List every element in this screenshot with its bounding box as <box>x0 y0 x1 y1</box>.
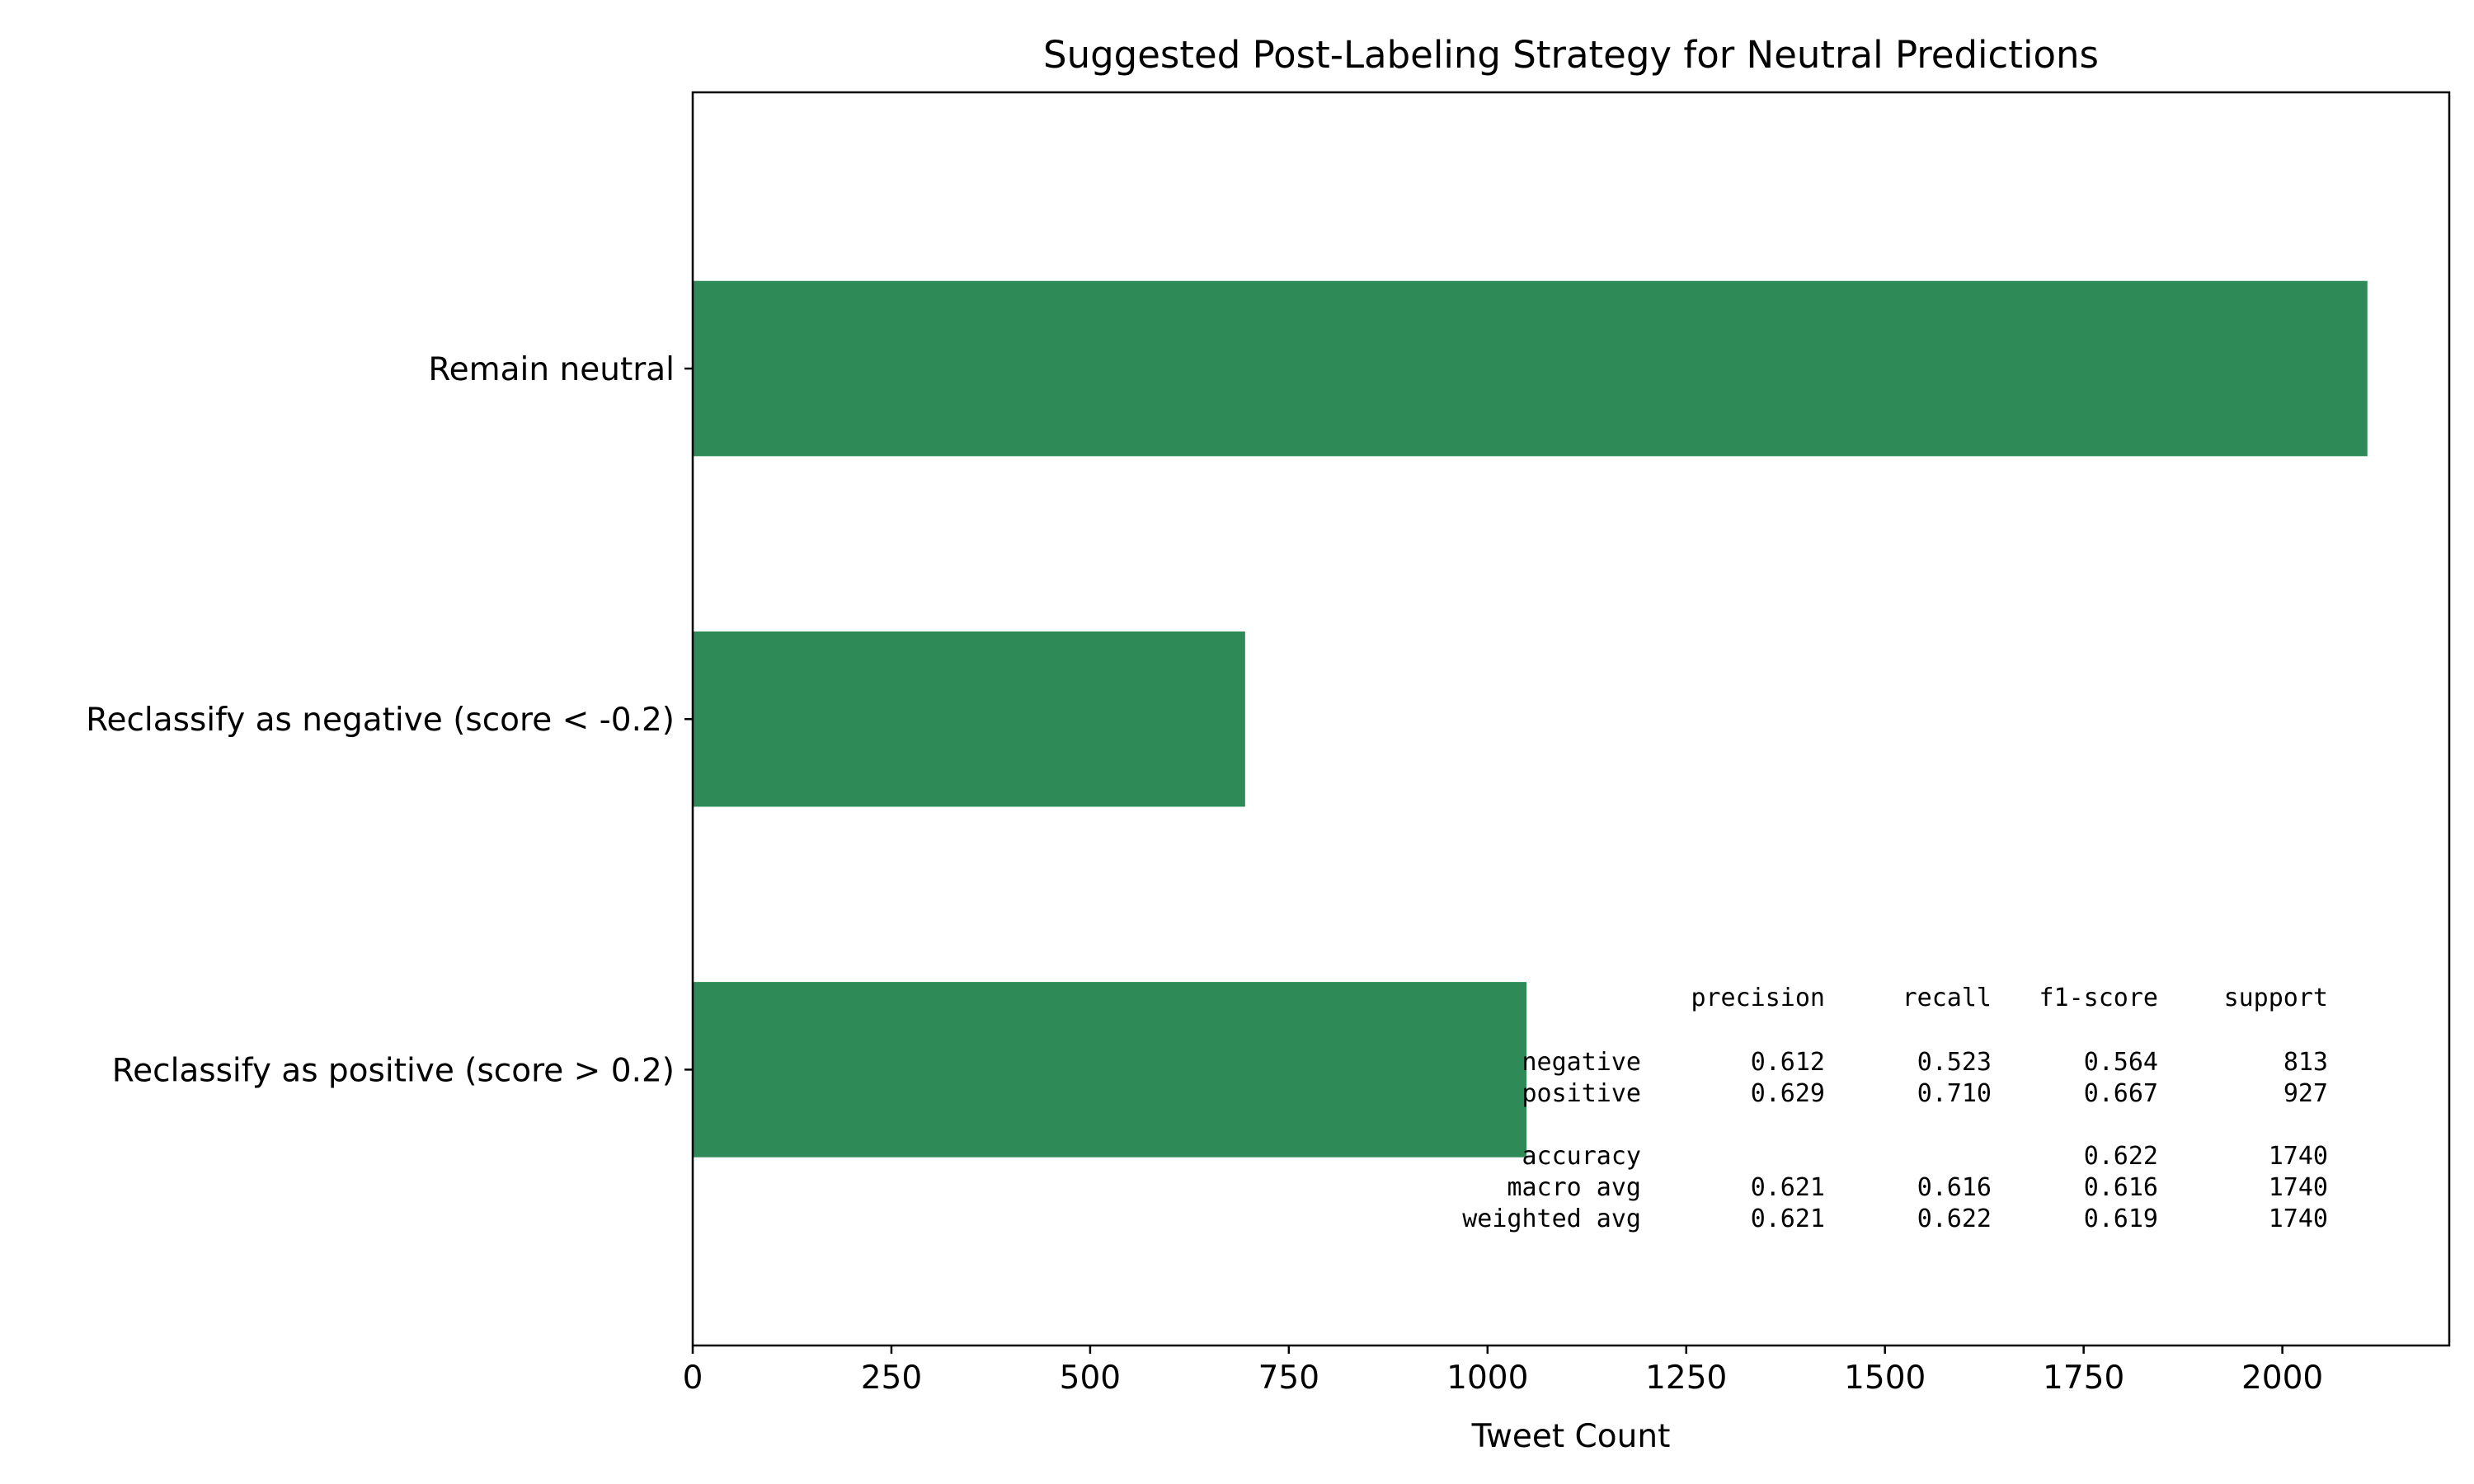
report-row-label: positive <box>1522 1079 1642 1108</box>
chart-title: Suggested Post-Labeling Strategy for Neu… <box>1043 33 2099 77</box>
report-row-label: weighted avg <box>1462 1205 1641 1233</box>
y-axis: Remain neutral Reclassify as negative (sc… <box>86 351 693 1089</box>
classification-report: support f1-score recall precision negative 0.… <box>1462 984 2328 1233</box>
x-tick-label: 1000 <box>1446 1360 1528 1397</box>
report-header-cell: support <box>2224 984 2328 1012</box>
plot-frame <box>691 91 2451 1347</box>
report-support-cell: 1740 <box>2269 1205 2328 1233</box>
report-header-cell: recall <box>1903 984 1992 1012</box>
report-f1-cell: 0.622 <box>2084 1142 2158 1171</box>
report-row-label: negative <box>1522 1048 1642 1077</box>
x-tick-label: 1750 <box>2043 1360 2124 1397</box>
report-f1-cell: 0.667 <box>2084 1079 2158 1108</box>
report-precision-cell: 0.621 <box>1751 1205 1825 1233</box>
report-precision-cell: 0.621 <box>1751 1173 1825 1202</box>
report-header-cell: precision <box>1691 984 1825 1012</box>
x-axis: 0 250 500 750 1000 1250 1500 1750 2000 <box>683 1345 2323 1397</box>
y-tick-label: Reclassify as positive (score > 0.2) <box>112 1052 675 1089</box>
x-tick-label: 1250 <box>1645 1360 1727 1397</box>
report-support-cell: 1740 <box>2269 1173 2328 1202</box>
x-tick-label: 0 <box>683 1360 703 1397</box>
report-precision-cell: 0.612 <box>1751 1048 1825 1077</box>
bars-group <box>693 280 2368 1158</box>
report-support-cell: 927 <box>2284 1079 2328 1108</box>
report-support-cell: 1740 <box>2269 1142 2328 1171</box>
x-tick-label: 750 <box>1258 1360 1319 1397</box>
report-row-label: macro avg <box>1507 1173 1641 1202</box>
y-tick-label: Remain neutral <box>428 351 675 388</box>
report-f1-cell: 0.616 <box>2084 1173 2158 1202</box>
report-recall-cell: 0.622 <box>1917 1205 1992 1233</box>
report-support-cell: 813 <box>2284 1048 2328 1077</box>
report-f1-cell: 0.619 <box>2084 1205 2158 1233</box>
x-tick-label: 1500 <box>1844 1360 1926 1397</box>
x-tick-label: 2000 <box>2241 1360 2323 1397</box>
report-f1-cell: 0.564 <box>2084 1048 2158 1077</box>
report-recall-cell: 0.523 <box>1917 1048 1992 1077</box>
bar <box>693 631 1245 807</box>
bar <box>693 982 1527 1158</box>
x-axis-label: Tweet Count <box>1471 1418 1671 1455</box>
report-recall-cell: 0.616 <box>1917 1173 1992 1202</box>
report-header-cell: f1-score <box>2039 984 2159 1012</box>
report-precision-cell: 0.629 <box>1751 1079 1825 1108</box>
x-tick-label: 250 <box>861 1360 922 1397</box>
report-recall-cell: 0.710 <box>1917 1079 1992 1108</box>
report-row-label: accuracy <box>1522 1142 1642 1171</box>
x-tick-label: 500 <box>1060 1360 1121 1397</box>
bar <box>693 280 2368 457</box>
y-tick-label: Reclassify as negative (score < -0.2) <box>86 702 675 739</box>
